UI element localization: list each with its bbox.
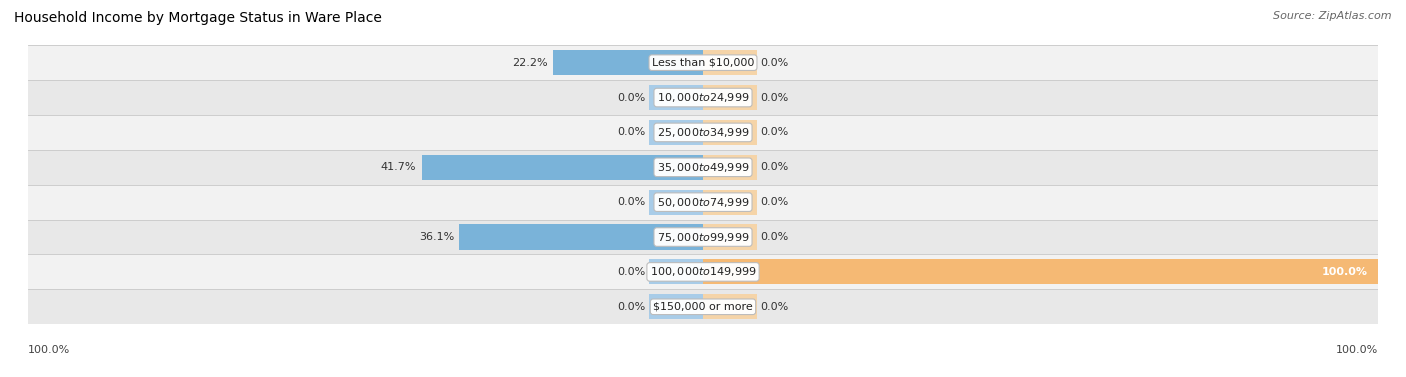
Text: 22.2%: 22.2% bbox=[512, 58, 548, 68]
Bar bbox=[553, 50, 703, 75]
Text: $150,000 or more: $150,000 or more bbox=[654, 302, 752, 312]
Text: 100.0%: 100.0% bbox=[28, 345, 70, 355]
Text: 0.0%: 0.0% bbox=[761, 232, 789, 242]
Text: 100.0%: 100.0% bbox=[1322, 267, 1368, 277]
Text: 0.0%: 0.0% bbox=[617, 302, 645, 312]
Text: 0.0%: 0.0% bbox=[761, 58, 789, 68]
Bar bbox=[703, 120, 756, 145]
Text: Household Income by Mortgage Status in Ware Place: Household Income by Mortgage Status in W… bbox=[14, 11, 382, 25]
Bar bbox=[460, 224, 703, 250]
Text: 0.0%: 0.0% bbox=[617, 127, 645, 138]
Bar bbox=[28, 219, 1378, 254]
Bar bbox=[650, 155, 703, 180]
Text: 0.0%: 0.0% bbox=[617, 267, 645, 277]
Bar bbox=[28, 45, 1378, 80]
Bar bbox=[703, 155, 756, 180]
Text: 0.0%: 0.0% bbox=[761, 162, 789, 172]
Bar bbox=[28, 254, 1378, 290]
Text: $35,000 to $49,999: $35,000 to $49,999 bbox=[657, 161, 749, 174]
Text: $25,000 to $34,999: $25,000 to $34,999 bbox=[657, 126, 749, 139]
Bar bbox=[650, 259, 703, 285]
Bar bbox=[703, 190, 756, 215]
Text: $50,000 to $74,999: $50,000 to $74,999 bbox=[657, 196, 749, 208]
Bar bbox=[650, 224, 703, 250]
Text: 0.0%: 0.0% bbox=[761, 92, 789, 103]
Bar bbox=[703, 294, 756, 319]
Bar bbox=[28, 289, 1378, 324]
Text: 36.1%: 36.1% bbox=[419, 232, 454, 242]
Bar bbox=[28, 80, 1378, 115]
Text: $10,000 to $24,999: $10,000 to $24,999 bbox=[657, 91, 749, 104]
Bar bbox=[650, 120, 703, 145]
Text: Source: ZipAtlas.com: Source: ZipAtlas.com bbox=[1274, 11, 1392, 21]
Text: 41.7%: 41.7% bbox=[381, 162, 416, 172]
Bar bbox=[28, 185, 1378, 219]
Bar bbox=[650, 85, 703, 110]
Text: 0.0%: 0.0% bbox=[761, 197, 789, 207]
Bar bbox=[650, 190, 703, 215]
Text: $100,000 to $149,999: $100,000 to $149,999 bbox=[650, 265, 756, 278]
Bar bbox=[703, 259, 756, 285]
Text: 0.0%: 0.0% bbox=[617, 92, 645, 103]
Bar bbox=[28, 150, 1378, 185]
Bar bbox=[703, 50, 756, 75]
Bar bbox=[422, 155, 703, 180]
Bar bbox=[703, 85, 756, 110]
Text: 0.0%: 0.0% bbox=[761, 127, 789, 138]
Text: $75,000 to $99,999: $75,000 to $99,999 bbox=[657, 231, 749, 244]
Bar bbox=[28, 115, 1378, 150]
Text: 0.0%: 0.0% bbox=[617, 197, 645, 207]
Text: 100.0%: 100.0% bbox=[1336, 345, 1378, 355]
Bar bbox=[703, 259, 1378, 285]
Text: Less than $10,000: Less than $10,000 bbox=[652, 58, 754, 68]
Bar bbox=[703, 224, 756, 250]
Bar bbox=[650, 50, 703, 75]
Bar bbox=[650, 294, 703, 319]
Text: 0.0%: 0.0% bbox=[761, 302, 789, 312]
